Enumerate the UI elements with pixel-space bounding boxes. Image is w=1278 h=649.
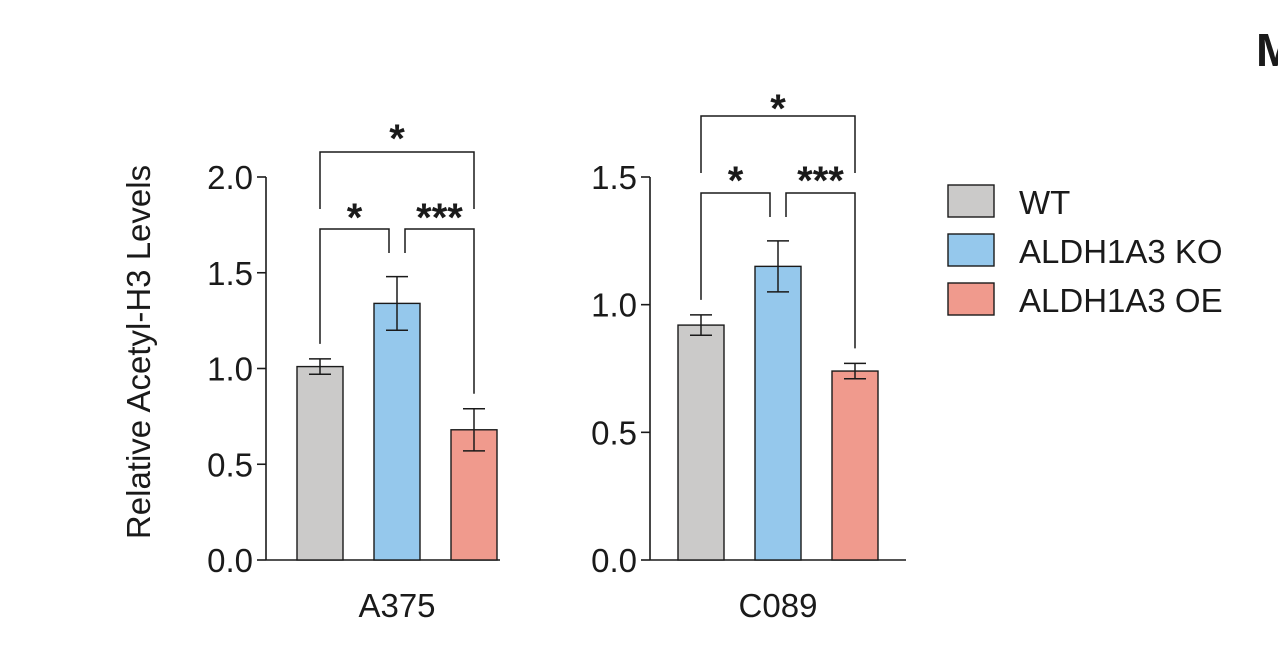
legend-swatch	[947, 233, 995, 267]
y-axis-title: Relative Acetyl-H3 Levels	[120, 165, 157, 539]
significance-label: *	[389, 117, 405, 161]
y-tick-label: 2.0	[207, 159, 253, 196]
significance-label: *	[770, 87, 786, 131]
y-tick-label: 1.0	[207, 351, 253, 388]
y-tick-label: 0.0	[591, 542, 637, 579]
legend-label: ALDH1A3 KO	[1019, 233, 1223, 270]
significance-label: ***	[797, 159, 844, 203]
legend-swatch	[947, 184, 995, 218]
bar-wt	[296, 365, 344, 561]
y-tick-label: 1.0	[591, 287, 637, 324]
y-tick-label: 0.0	[207, 542, 253, 579]
significance-bracket	[785, 192, 856, 349]
significance-bracket	[319, 151, 475, 209]
bar-aldh1a3-oe	[831, 370, 879, 561]
legend-swatch	[947, 282, 995, 316]
significance-label: ***	[416, 196, 463, 240]
y-tick-label: 1.5	[591, 159, 637, 196]
y-tick-label: 0.5	[207, 446, 253, 483]
x-axis-label: C089	[739, 587, 818, 624]
significance-bracket	[319, 228, 390, 344]
y-tick-label: 0.5	[591, 414, 637, 451]
panel-letter: M	[1256, 24, 1278, 76]
significance-bracket	[404, 228, 475, 394]
legend-label: WT	[1019, 184, 1070, 221]
legend: WT ALDH1A3 KO ALDH1A3 OE	[947, 184, 1223, 319]
y-tick-label: 1.5	[207, 255, 253, 292]
x-axis-label: A375	[358, 587, 435, 624]
bar-aldh1a3-ko	[373, 302, 421, 561]
significance-bracket	[700, 115, 856, 173]
significance-bracket	[700, 192, 771, 300]
legend-label: ALDH1A3 OE	[1019, 282, 1223, 319]
significance-label: *	[728, 159, 744, 203]
bar-aldh1a3-ko	[754, 265, 802, 561]
bar-aldh1a3-oe	[450, 429, 498, 561]
significance-label: *	[347, 196, 363, 240]
bar-wt	[677, 324, 725, 561]
